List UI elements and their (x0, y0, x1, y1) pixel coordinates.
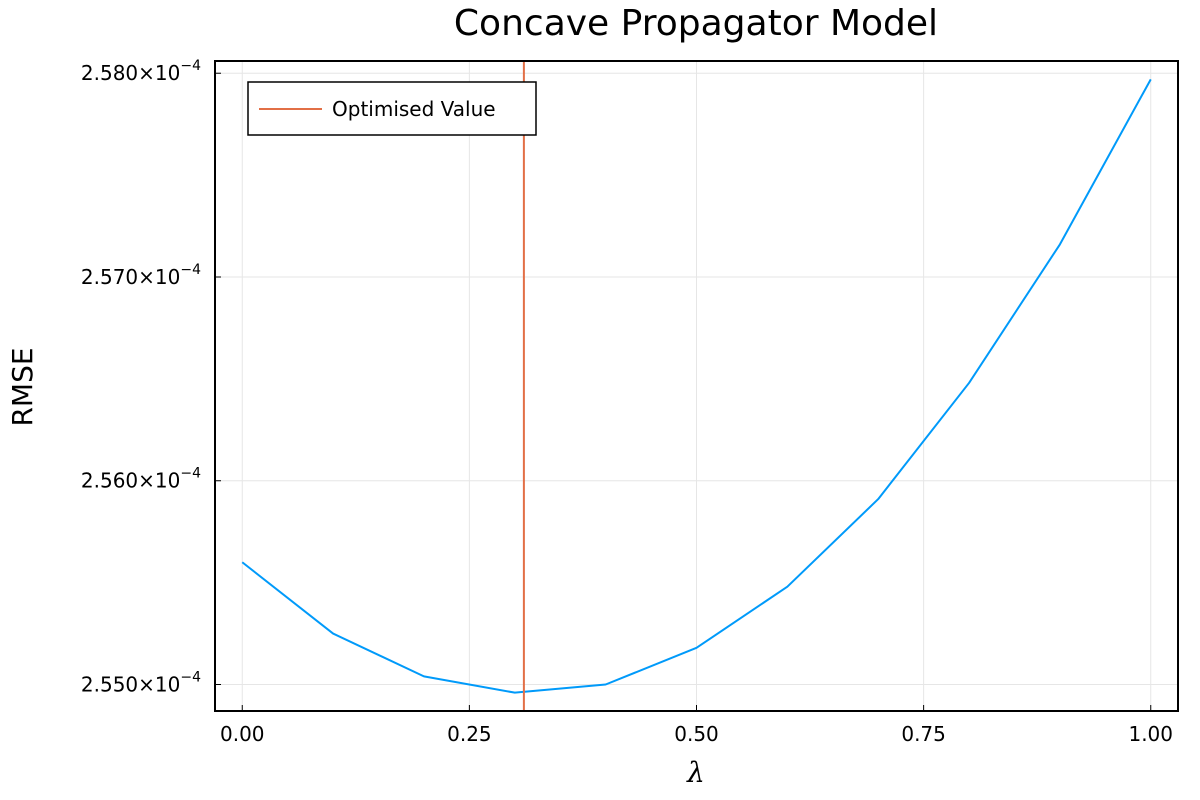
y-axis-label: RMSE (6, 347, 39, 426)
y-tick-label: 2.570×10−4 (81, 262, 201, 289)
x-tick-label: 0.25 (447, 722, 492, 746)
x-tick-label: 0.50 (674, 722, 719, 746)
grid (215, 61, 1178, 711)
plot-series (241, 61, 1152, 711)
y-tick-label: 2.580×10−4 (81, 58, 201, 85)
x-tick-label: 0.00 (220, 722, 265, 746)
x-tick-label: 0.75 (901, 722, 946, 746)
x-axis-label: λ (686, 756, 705, 789)
y-tick-label: 2.560×10−4 (81, 466, 201, 493)
legend: Optimised Value (247, 81, 537, 136)
y-axis-ticks: 2.550×10−4 2.560×10−4 2.570×10−4 2.580×10−4 (81, 58, 221, 697)
x-axis-ticks: 0.00 0.25 0.50 0.75 1.00 (220, 705, 1173, 746)
chart-title: Concave Propagator Model (454, 3, 938, 44)
x-tick-label: 1.00 (1128, 722, 1173, 746)
y-tick-label: 2.550×10−4 (81, 670, 201, 697)
legend-label: Optimised Value (332, 97, 496, 121)
